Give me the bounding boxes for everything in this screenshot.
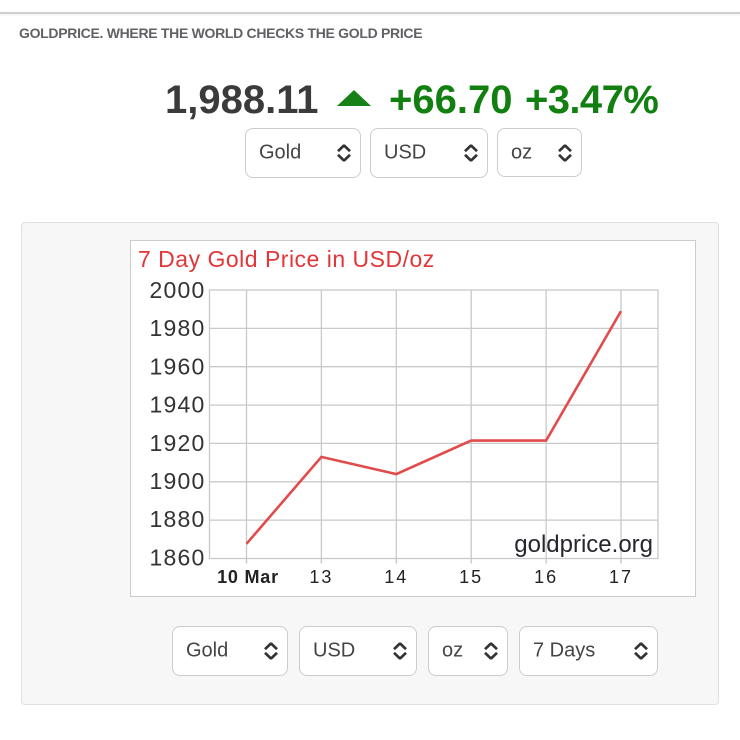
svg-text:14: 14 [384,567,408,587]
svg-text:1920: 1920 [150,430,206,456]
svg-text:1900: 1900 [150,468,206,494]
svg-text:2000: 2000 [150,277,206,303]
svg-text:1980: 1980 [150,315,206,341]
svg-text:13: 13 [309,567,333,587]
svg-text:10 Mar: 10 Mar [217,567,279,587]
svg-text:17: 17 [609,567,633,587]
svg-text:1880: 1880 [150,506,206,532]
svg-text:7 Day Gold Price in USD/oz: 7 Day Gold Price in USD/oz [138,246,435,272]
svg-text:goldprice.org: goldprice.org [514,531,653,558]
svg-text:1940: 1940 [150,392,206,418]
svg-text:16: 16 [534,567,558,587]
svg-text:1960: 1960 [150,353,206,379]
svg-text:1860: 1860 [150,544,206,570]
svg-text:15: 15 [459,567,483,587]
